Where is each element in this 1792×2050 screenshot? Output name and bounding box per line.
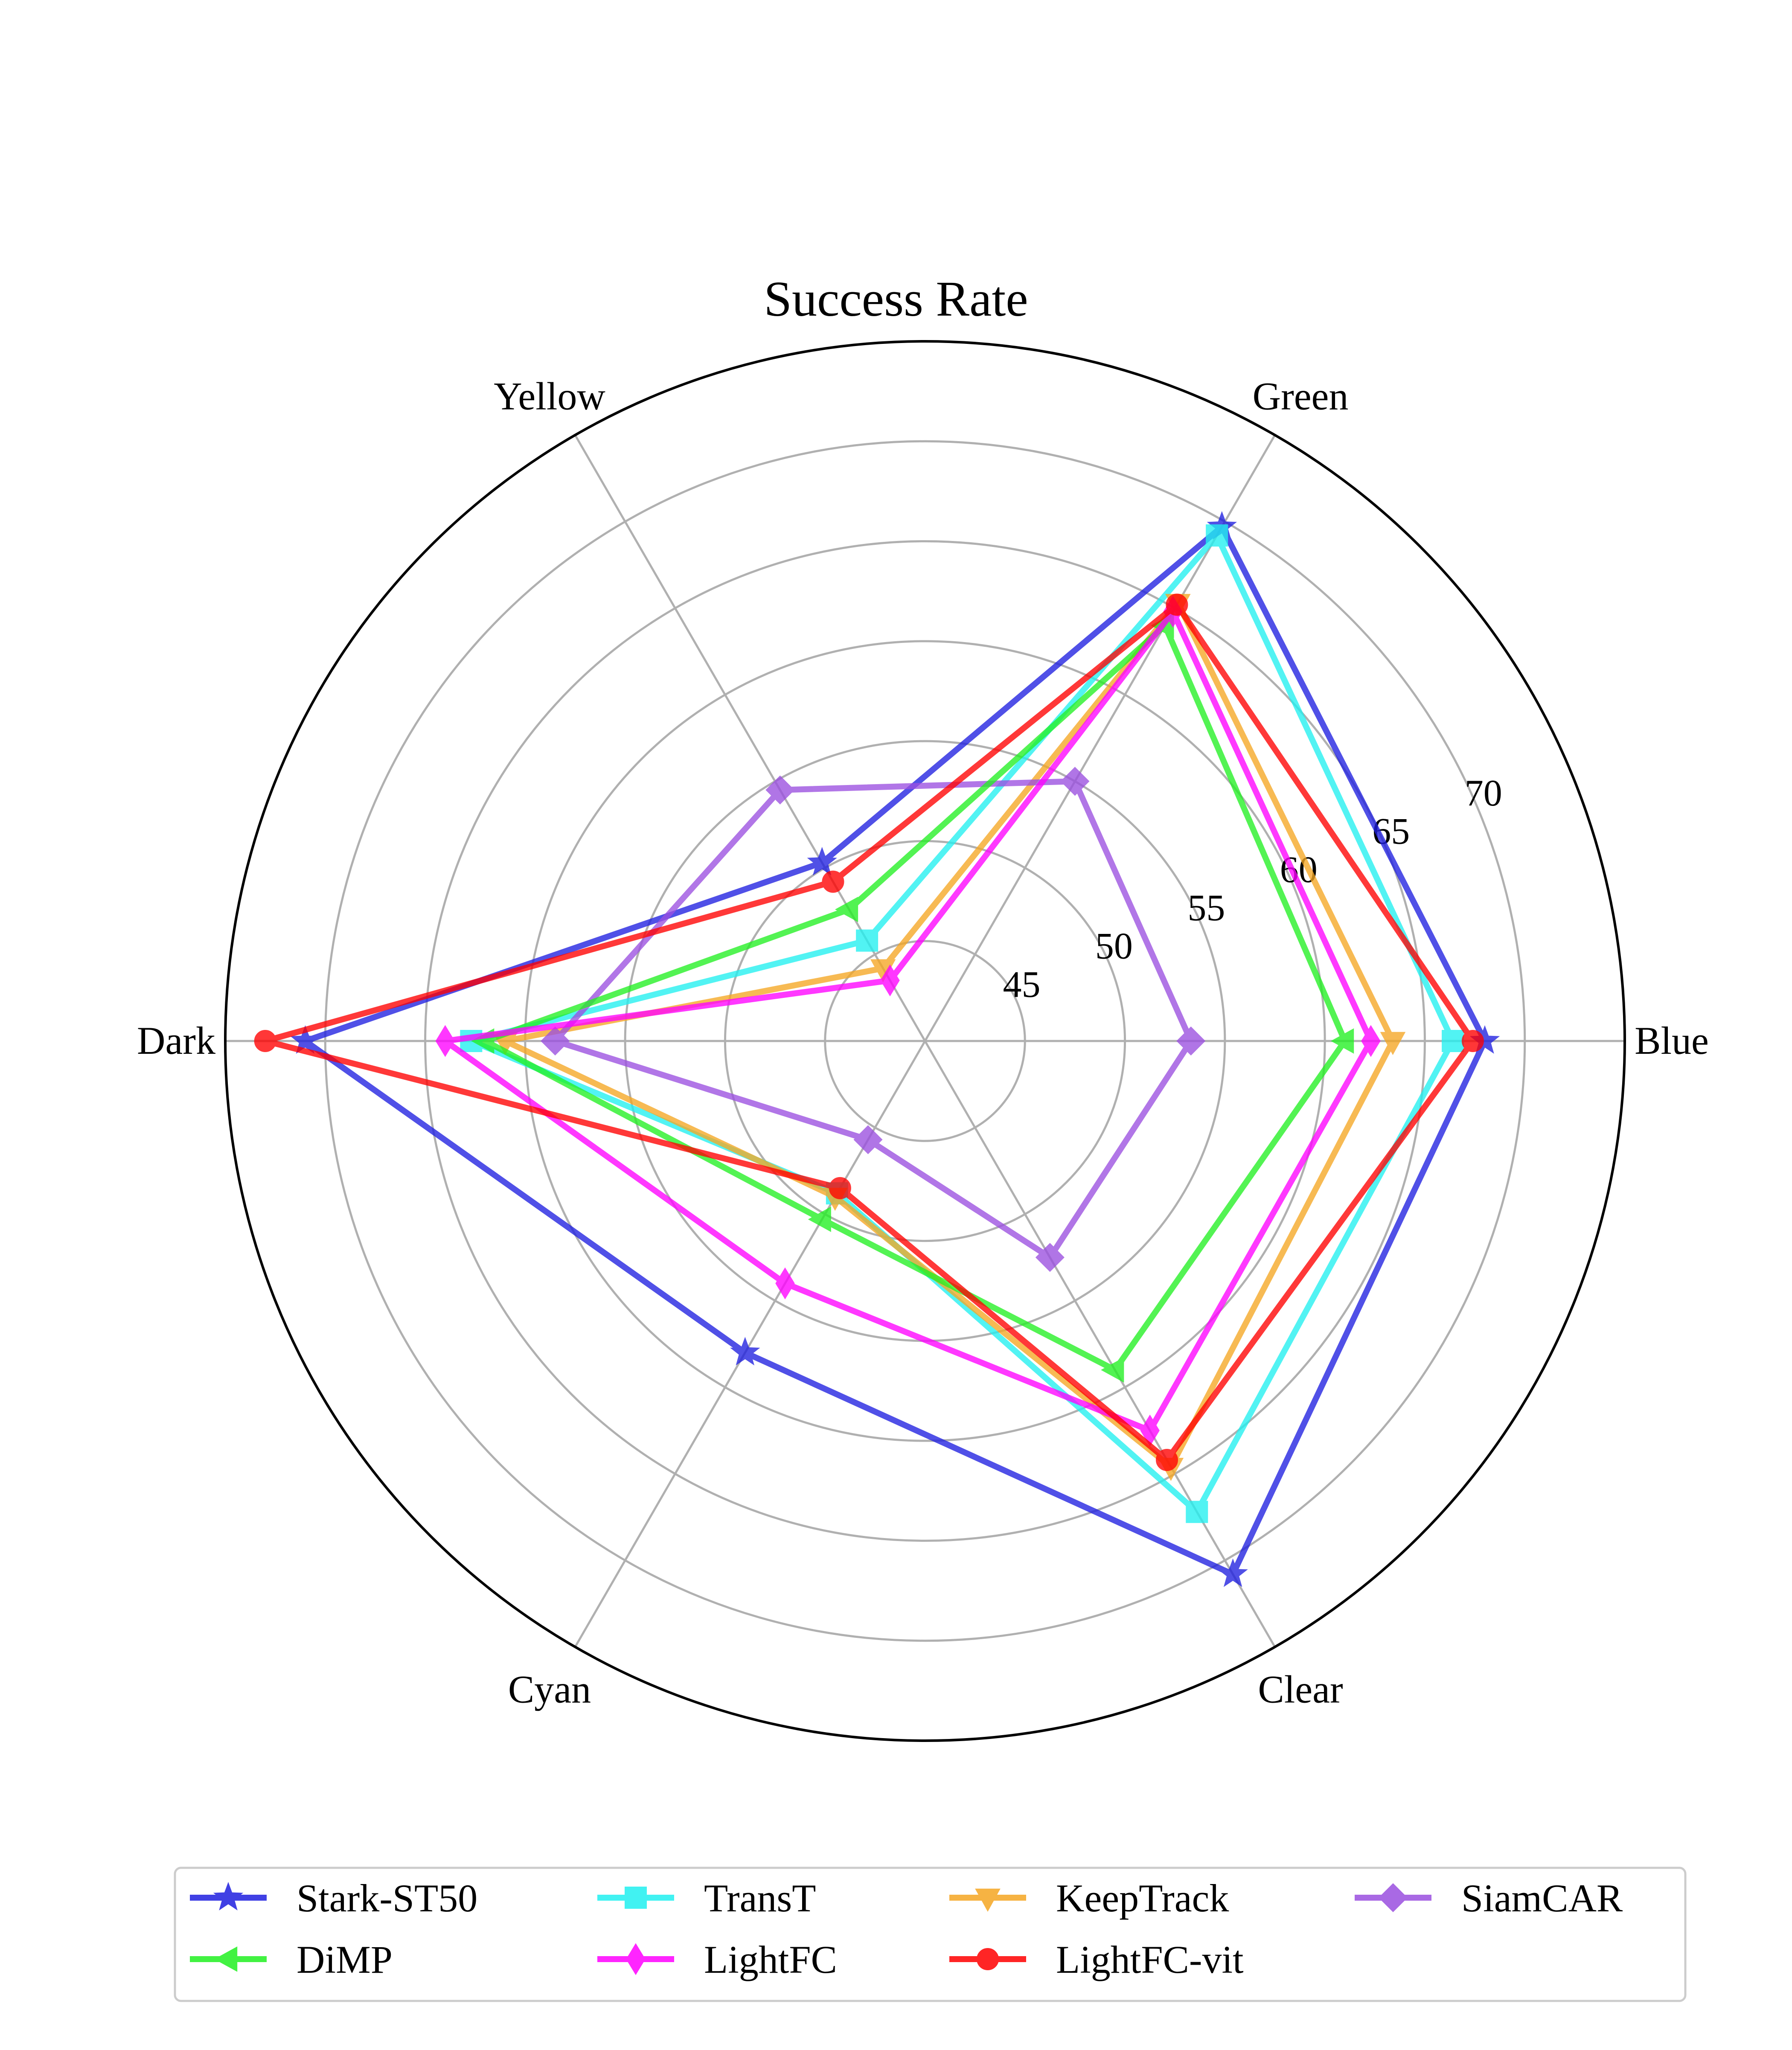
point-stark-st50-cyan <box>730 1337 760 1366</box>
series-siamcar <box>541 767 1206 1272</box>
series-lightfc-vit <box>253 593 1484 1471</box>
legend-label-dimp: DiMP <box>297 1938 393 1981</box>
point-lightfc-vit-clear <box>1155 1449 1178 1471</box>
r-tick-70: 70 <box>1465 773 1502 814</box>
legend-item-stark-st50 <box>190 1882 267 1910</box>
point-stark-st50-yellow <box>807 847 837 875</box>
point-keeptrack-blue <box>1380 1032 1406 1055</box>
point-lightfc-vit-cyan <box>829 1177 851 1199</box>
point-transt-clear <box>1186 1500 1208 1523</box>
r-tick-45: 45 <box>1003 964 1040 1005</box>
legend-label-siamcar: SiamCAR <box>1461 1876 1623 1920</box>
axis-label-dark: Dark <box>137 1019 215 1062</box>
point-siamcar-green <box>1060 767 1090 796</box>
legend-marker-transt <box>625 1887 647 1909</box>
point-siamcar-cyan <box>853 1125 883 1154</box>
axis-labels: Blue Green Yellow Dark Cyan Clear <box>137 375 1709 1711</box>
point-dimp-yellow <box>835 896 858 922</box>
point-siamcar-blue <box>1176 1026 1206 1056</box>
legend-marker-keeptrack <box>975 1888 1001 1912</box>
point-dimp-cyan <box>808 1207 831 1232</box>
legend-label-stark-st50: Stark-ST50 <box>297 1876 477 1920</box>
point-transt-green <box>1206 524 1228 547</box>
r-tick-55: 55 <box>1187 887 1225 929</box>
r-tick-50: 50 <box>1095 926 1133 967</box>
outer-frame <box>224 340 1626 1742</box>
legend-item-dimp <box>190 1946 267 1972</box>
series-line-lightfc <box>437 606 1374 1434</box>
legend-marker-lightfc-vit <box>977 1948 999 1970</box>
point-lightfc-dark <box>435 1025 455 1057</box>
legend-marker-lightfc <box>626 1943 646 1975</box>
point-siamcar-yellow <box>765 775 795 805</box>
point-lightfc-vit-blue <box>1461 1030 1484 1052</box>
point-transt-blue <box>1442 1030 1464 1052</box>
chart-title: Success Rate <box>764 271 1028 327</box>
point-dimp-clear <box>1101 1357 1124 1383</box>
series-transt <box>460 524 1464 1523</box>
point-lightfc-vit-dark <box>254 1030 276 1052</box>
point-dimp-blue <box>1331 1028 1354 1054</box>
point-stark-st50-clear <box>1218 1558 1248 1587</box>
legend: Stark-ST50 TransT KeepTrack SiamCAR DiMP Ligh… <box>174 1867 1687 2002</box>
point-lightfc-yellow <box>880 964 900 997</box>
legend-box <box>174 1867 1687 2002</box>
legend-item-lightfc <box>597 1943 674 1975</box>
axis-label-green: Green <box>1253 375 1349 418</box>
legend-item-transt <box>597 1887 674 1909</box>
legend-label-keeptrack: KeepTrack <box>1056 1876 1229 1920</box>
point-transt-yellow <box>856 929 879 952</box>
spoke-clear <box>924 1040 1276 1648</box>
point-siamcar-dark <box>541 1026 570 1056</box>
legend-item-siamcar <box>1355 1883 1431 1913</box>
point-lightfc-vit-yellow <box>822 870 844 893</box>
series-lines <box>253 511 1500 1587</box>
point-lightfc-blue <box>1361 1025 1381 1057</box>
point-lightfc-vit-green <box>1166 593 1188 616</box>
legend-label-lightfc-vit: LightFC-vit <box>1056 1938 1244 1981</box>
point-stark-st50-dark <box>290 1025 320 1054</box>
radar-grid <box>224 340 1626 1742</box>
legend-marker-dimp <box>214 1946 238 1972</box>
legend-marker-stark-st50 <box>213 1882 244 1910</box>
axis-label-cyan: Cyan <box>508 1667 591 1711</box>
legend-item-lightfc-vit <box>949 1948 1026 1970</box>
legend-item-keeptrack <box>949 1888 1026 1912</box>
legend-marker-siamcar <box>1378 1883 1408 1913</box>
axis-label-yellow: Yellow <box>494 375 605 418</box>
axis-label-blue: Blue <box>1635 1019 1709 1062</box>
point-siamcar-clear <box>1035 1243 1065 1272</box>
axis-label-clear: Clear <box>1258 1667 1343 1711</box>
legend-label-lightfc: LightFC <box>704 1938 837 1981</box>
point-lightfc-cyan <box>775 1267 795 1300</box>
legend-label-transt: TransT <box>704 1876 816 1920</box>
